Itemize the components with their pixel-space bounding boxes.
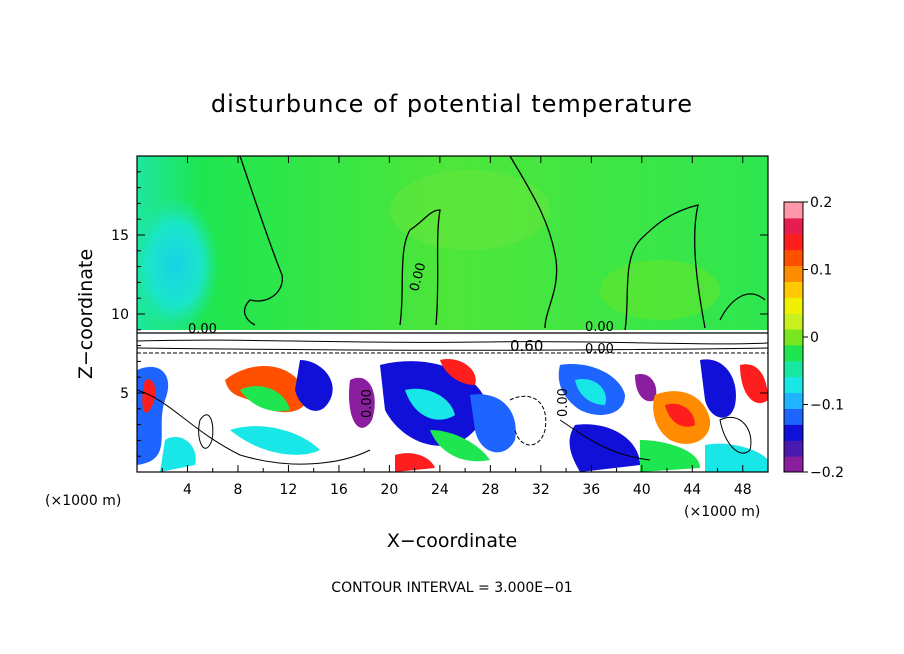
contour-label: 0.00 <box>360 389 375 418</box>
x-tick-label: 44 <box>683 482 701 498</box>
colorbar-swatch <box>784 281 803 298</box>
colorbar-swatch <box>784 392 803 409</box>
upper-layer-cyan-region <box>137 195 220 335</box>
contour-label: 0.60 <box>510 337 543 355</box>
chart-title: disturbunce of potential temperature <box>211 90 693 118</box>
contour-label: 0.00 <box>556 388 571 417</box>
lower-field-patch-cyan <box>160 436 196 472</box>
colorbar-swatch <box>784 249 803 267</box>
colorbar-swatch <box>784 344 803 362</box>
upper-contour-line <box>399 209 441 326</box>
lower-field-patch-cyan <box>705 443 768 472</box>
lower-field-patch-cyan <box>575 379 606 405</box>
lower-contour-line <box>198 414 214 449</box>
colorbar-tick-label: 0 <box>810 330 819 346</box>
plot-area <box>137 156 768 472</box>
colorbar-swatch <box>784 313 803 330</box>
contour-label: 0.00 <box>407 261 429 293</box>
colorbar-swatch <box>784 376 803 394</box>
colorbar-swatch <box>784 217 803 235</box>
x-unit-left: (×1000 m) <box>45 493 121 509</box>
contour-label: 0.00 <box>188 322 217 337</box>
lower-field-patch-red <box>395 453 435 472</box>
contour-interval-note: CONTOUR INTERVAL = 3.000E−01 <box>331 580 572 596</box>
y-tick-label: 15 <box>111 228 129 244</box>
colorbar-swatch <box>784 265 803 282</box>
lower-dashed-contour <box>509 395 547 446</box>
upper-contour-line <box>239 156 283 326</box>
colorbar-swatch <box>784 456 803 473</box>
contour-label: 0.00 <box>585 342 614 357</box>
lower-field-patch-blue <box>700 359 736 418</box>
y-tick-label: 10 <box>111 307 129 323</box>
lower-field-patch-blue <box>470 394 516 453</box>
x-tick-label: 4 <box>183 482 192 498</box>
lower-field-patch-red <box>440 359 476 385</box>
x-tick-label: 40 <box>633 482 651 498</box>
lower-field-patch-red <box>142 379 156 413</box>
colorbar-swatch <box>784 297 803 314</box>
x-tick-label: 8 <box>233 482 242 498</box>
lower-field-patch-green <box>430 430 490 462</box>
colorbar-tick-label: −0.2 <box>810 465 844 481</box>
inversion-contour <box>137 347 768 351</box>
x-tick-label: 32 <box>532 482 550 498</box>
lower-field-patch-purple <box>635 374 657 402</box>
lower-field-patch-green <box>640 440 700 472</box>
colorbar-swatch <box>784 329 803 346</box>
contour-label: 0.00 <box>585 320 614 335</box>
colorbar-swatch <box>784 424 803 441</box>
colorbar-swatch <box>784 408 803 425</box>
lower-contour-line <box>719 416 752 454</box>
lower-field-patch-cyan <box>405 388 455 420</box>
x-axis-ticks: 4 8 12 16 20 24 28 32 36 40 44 48 <box>161 156 752 498</box>
lower-field-patch-blue <box>569 424 640 472</box>
x-unit-right: (×1000 m) <box>684 504 760 520</box>
upper-layer-light-region <box>390 170 550 250</box>
y-axis-label: Z−coordinate <box>75 249 97 379</box>
x-tick-label: 36 <box>582 482 600 498</box>
x-tick-label: 20 <box>380 482 398 498</box>
lower-field-patch-green <box>240 386 290 412</box>
contour-labels: 0.00 0.00 0.00 0.60 0.00 0.00 0.00 <box>188 261 614 418</box>
colorbar-ticks: 0.2 0.1 0 −0.1 −0.2 <box>803 195 844 481</box>
upper-contour-line <box>624 204 706 331</box>
y-axis-ticks: 5 10 15 <box>111 171 768 457</box>
x-tick-label: 28 <box>481 482 499 498</box>
colorbar-tick-label: 0.1 <box>810 263 832 279</box>
x-tick-label: 48 <box>734 482 752 498</box>
lower-field-patch-cyan <box>230 426 320 455</box>
colorbar-tick-label: −0.1 <box>810 398 844 414</box>
colorbar-swatch <box>784 233 803 251</box>
x-tick-label: 24 <box>431 482 449 498</box>
x-axis-label: X−coordinate <box>387 530 517 552</box>
y-tick-label: 5 <box>120 386 129 402</box>
upper-layer-field <box>137 156 768 336</box>
colorbar-tick-label: 0.2 <box>810 195 832 211</box>
lower-field-patch-red <box>665 403 695 427</box>
upper-contour-line <box>719 293 766 321</box>
x-tick-label: 12 <box>280 482 298 498</box>
x-tick-label: 16 <box>330 482 348 498</box>
upper-contour-line <box>509 156 558 329</box>
colorbar <box>784 202 803 473</box>
colorbar-swatch <box>784 360 803 378</box>
lower-contour-line <box>559 419 651 461</box>
inversion-contour <box>137 339 768 345</box>
lower-contour-line <box>137 389 371 465</box>
colorbar-swatch <box>784 440 803 457</box>
upper-layer-light-region <box>600 260 720 320</box>
colorbar-swatch <box>784 202 803 219</box>
lower-field-patch-blue <box>295 360 333 411</box>
lower-field-patch-purple <box>349 377 375 428</box>
